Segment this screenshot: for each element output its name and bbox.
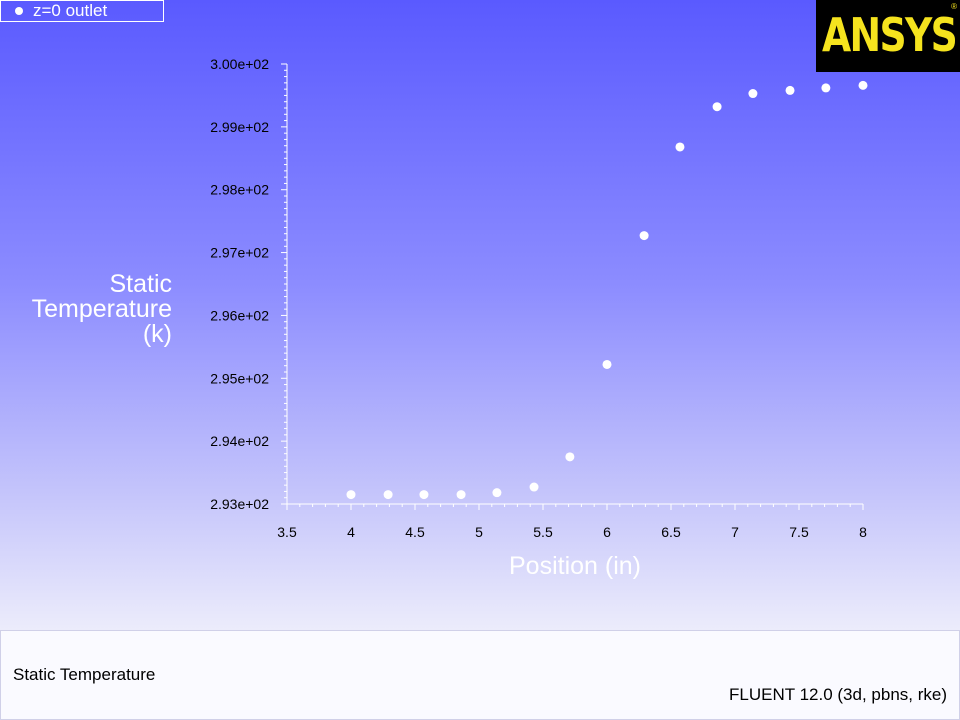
data-points xyxy=(346,80,868,500)
y-axis-label-line: Temperature xyxy=(31,295,172,323)
data-point xyxy=(456,490,466,500)
data-point xyxy=(821,83,831,93)
legend-marker-icon xyxy=(15,7,23,15)
x-tick-label: 7.5 xyxy=(789,524,809,540)
status-footer: Static Temperature FLUENT 12.0 (3d, pbns… xyxy=(0,630,960,720)
y-tick-label: 2.97e+02 xyxy=(210,245,269,261)
x-tick-label: 4 xyxy=(347,524,355,540)
legend: z=0 outlet xyxy=(0,0,164,22)
data-point xyxy=(712,102,722,112)
y-tick-label: 2.98e+02 xyxy=(210,182,269,198)
plot-background xyxy=(0,0,960,630)
data-point xyxy=(639,231,649,241)
data-point xyxy=(565,452,575,462)
y-axis-label-line: Static xyxy=(109,270,172,298)
data-point xyxy=(529,482,539,492)
solver-info: FLUENT 12.0 (3d, pbns, rke) xyxy=(729,685,947,704)
x-tick-label: 3.5 xyxy=(277,524,297,540)
scatter-chart: 2.93e+02 2.94e+02 2.95e+02 2.96e+02 2.97e+02… xyxy=(210,56,868,540)
y-tick-label: 2.99e+02 xyxy=(210,119,269,135)
x-tick-label: 6.5 xyxy=(661,524,681,540)
data-point xyxy=(858,80,868,90)
ansys-logo: ANSYS ® xyxy=(816,0,960,72)
data-point xyxy=(748,89,758,99)
x-tick-label: 4.5 xyxy=(405,524,425,540)
x-tick-label: 6 xyxy=(603,524,611,540)
data-point xyxy=(492,488,502,498)
x-tick-label: 5.5 xyxy=(533,524,553,540)
y-tick-label: 2.95e+02 xyxy=(210,370,269,386)
y-tick-label: 3.00e+02 xyxy=(210,56,269,72)
y-axis-label-line: (k) xyxy=(142,320,172,348)
y-tick-label: 2.94e+02 xyxy=(210,433,269,449)
data-point xyxy=(785,85,795,95)
data-point xyxy=(675,142,685,152)
registered-mark: ® xyxy=(951,2,957,11)
x-axis-label: Position (in) xyxy=(509,552,641,580)
axes: 2.93e+02 2.94e+02 2.95e+02 2.96e+02 2.97e+02… xyxy=(210,56,867,540)
y-axis-label: Static Temperature (k) xyxy=(0,272,172,347)
data-point xyxy=(346,490,356,500)
y-tick-label: 2.96e+02 xyxy=(210,307,269,323)
data-point xyxy=(383,490,393,500)
data-point xyxy=(602,359,612,369)
x-tick-label: 8 xyxy=(859,524,867,540)
y-tick-label: 2.93e+02 xyxy=(210,496,269,512)
legend-label: z=0 outlet xyxy=(33,1,108,20)
x-tick-label: 5 xyxy=(475,524,483,540)
logo-text: ANSYS xyxy=(822,8,958,62)
plot-variable-name: Static Temperature xyxy=(13,665,156,684)
x-tick-label: 7 xyxy=(731,524,739,540)
data-point xyxy=(419,490,429,500)
